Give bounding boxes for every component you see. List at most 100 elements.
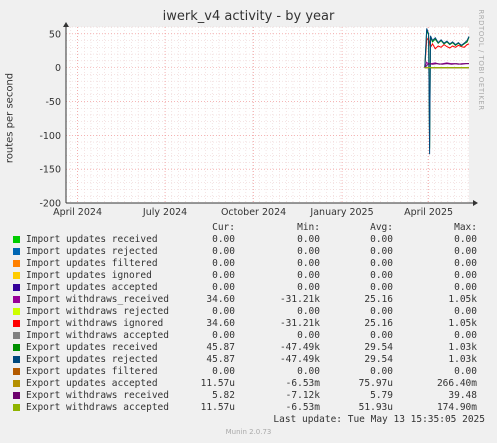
legend-value-max: 1.03k [448,354,477,365]
legend-swatch [13,392,20,399]
legend-series-name: Import withdraws ignored [26,318,164,329]
series-line-export-withdraws-received [424,63,469,68]
legend-value-cur: 0.00 [212,270,235,281]
legend-value-avg: 25.16 [364,294,393,305]
legend-swatch [13,368,20,375]
legend-row: Import withdraws accepted 0.00 0.00 0.00 0.0… [0,330,497,342]
legend-value-max: 0.00 [454,270,477,281]
legend-value-max: 1.05k [448,294,477,305]
legend-value-max: 266.40m [436,378,477,389]
legend-value-avg: 51.93u [358,402,393,413]
last-update: Last update: Tue May 13 15:35:05 2025 [273,414,485,425]
legend-value-max: 0.00 [454,306,477,317]
y-tick-label: -200 [39,199,61,210]
legend-swatch [13,248,20,255]
legend-value-min: -7.12k [285,390,320,401]
chart-title: iwerk_v4 activity - by year [162,9,335,24]
legend-series-name: Export updates accepted [26,378,158,389]
legend-value-cur: 11.57u [200,378,235,389]
x-tick-label: January 2025 [309,207,373,218]
legend-row: Import withdraws rejected 0.00 0.00 0.00 0.0… [0,306,497,318]
legend-value-min: 0.00 [297,282,320,293]
legend-value-max: 39.48 [448,390,477,401]
legend-row: Import updates accepted 0.00 0.00 0.00 0.00 [0,282,497,294]
legend-row: Export updates received 45.87 -47.49k 29.54… [0,342,497,354]
legend-value-cur: 34.60 [206,294,235,305]
legend-swatch [13,284,20,291]
legend-header-avg: Avg: [370,222,393,233]
legend-series-name: Export updates rejected [26,354,158,365]
y-tick-label: -100 [39,131,61,142]
legend-value-max: 0.00 [454,330,477,341]
legend-series-name: Export withdraws received [26,390,169,401]
legend-value-min: -31.21k [279,318,320,329]
legend-swatch [13,344,20,351]
series-layer [424,28,470,155]
legend-row: Export updates rejected 45.87 -47.49k 29.54… [0,354,497,366]
x-axis-arrow-icon [473,200,478,206]
legend-value-max: 0.00 [454,234,477,245]
minor-grid [66,26,469,203]
y-tick-label: 50 [49,29,61,40]
legend-value-cur: 0.00 [212,234,235,245]
legend-series-name: Import updates filtered [26,258,158,269]
y-tick-label: -150 [39,165,61,176]
y-tick-labels: 50 0 -50 -100 -150 -200 [39,29,61,209]
legend-swatch [13,380,20,387]
legend-series-name: Import withdraws rejected [26,306,169,317]
legend-swatch [13,236,20,243]
y-axis-arrow-icon [63,22,69,27]
legend-value-avg: 0.00 [370,258,393,269]
legend-value-max: 1.03k [448,342,477,353]
legend-value-max: 0.00 [454,366,477,377]
legend-value-min: 0.00 [297,330,320,341]
legend-series-name: Import withdraws accepted [26,330,169,341]
legend-value-avg: 29.54 [364,342,393,353]
legend-series-name: Export updates received [26,342,158,353]
legend-series-name: Import withdraws_received [26,294,169,305]
legend-header-min: Min: [297,222,320,233]
legend-row: Import updates rejected 0.00 0.00 0.00 0.00 [0,246,497,258]
series-line-export-updates-rejected [424,28,470,155]
legend-row: Export updates accepted 11.57u -6.53m 75.97… [0,378,497,390]
legend-row: Import updates received 0.00 0.00 0.00 0.00 [0,234,497,246]
legend-value-cur: 0.00 [212,282,235,293]
legend-header-cur: Cur: [212,222,235,233]
legend-value-min: 0.00 [297,270,320,281]
legend-swatch [13,272,20,279]
legend-swatch [13,308,20,315]
legend-value-avg: 0.00 [370,366,393,377]
legend-value-min: 0.00 [297,234,320,245]
x-tick-label: July 2024 [142,207,187,218]
legend-value-avg: 0.00 [370,306,393,317]
legend-row: Export updates filtered 0.00 0.00 0.00 0.00 [0,366,497,378]
legend-value-cur: 0.00 [212,246,235,257]
legend-value-min: 0.00 [297,306,320,317]
legend-series-name: Export withdraws accepted [26,402,169,413]
legend-series-name: Import updates received [26,234,158,245]
legend-swatch [13,332,20,339]
legend-value-avg: 75.97u [358,378,393,389]
legend-row: Import withdraws ignored 34.60 -31.21k 25.1… [0,318,497,330]
x-tick-label: April 2025 [404,207,453,218]
legend-swatch [13,320,20,327]
legend-swatch [13,404,20,411]
legend-row: Import updates ignored 0.00 0.00 0.00 0.00 [0,270,497,282]
legend-value-cur: 0.00 [212,258,235,269]
y-tick-label: 0 [55,63,61,74]
legend-value-avg: 0.00 [370,330,393,341]
legend-value-min: -6.53m [285,378,320,389]
legend-value-min: -6.53m [285,402,320,413]
legend-value-cur: 0.00 [212,330,235,341]
legend-series-name: Import updates rejected [26,246,158,257]
x-tick-label: April 2024 [53,207,102,218]
legend-value-min: -31.21k [279,294,320,305]
legend-swatch [13,260,20,267]
legend-value-min: -47.49k [279,342,320,353]
legend-value-max: 0.00 [454,246,477,257]
legend-series-name: Export updates filtered [26,366,158,377]
axes [63,22,478,206]
y-tick-label: -50 [45,97,61,108]
legend-row: Export withdraws received 5.82 -7.12k 5.79 3… [0,390,497,402]
legend-swatch [13,296,20,303]
